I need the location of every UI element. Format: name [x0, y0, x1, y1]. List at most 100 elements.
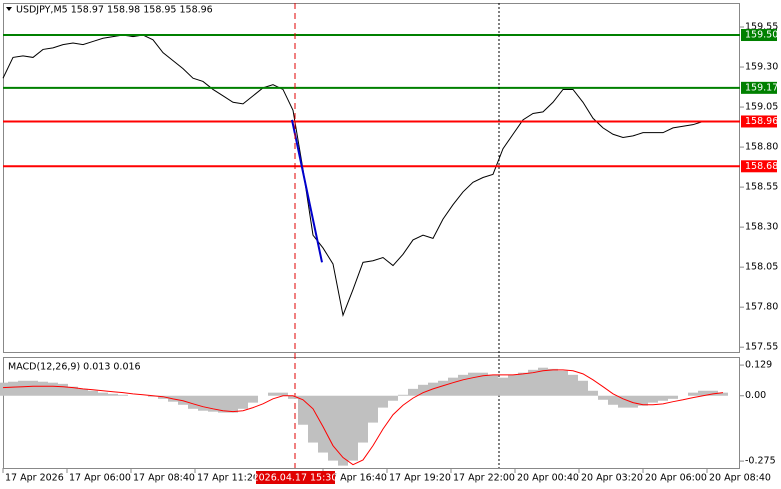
macd-bar — [158, 395, 168, 399]
y-tick-label: -0.275 — [745, 456, 776, 467]
macd-bar — [118, 394, 128, 396]
x-tick-label: 17 Apr 2026 — [5, 473, 64, 484]
y-tick-label: 158.80 — [745, 142, 778, 153]
y-tick-label: 157.80 — [745, 302, 778, 313]
macd-bar — [358, 395, 368, 443]
level-label-box — [741, 160, 777, 173]
macd-bar — [508, 374, 518, 396]
macd-bar — [588, 390, 598, 396]
macd-bar — [318, 395, 328, 453]
signal-line — [2, 369, 724, 466]
macd-bar — [598, 395, 608, 400]
level-label: 158.96 — [745, 116, 778, 127]
macd-bar — [88, 390, 98, 396]
macd-bar — [718, 392, 728, 396]
macd-bar — [538, 367, 548, 396]
y-tick-label: 159.05 — [745, 102, 778, 113]
macd-bar — [298, 395, 308, 425]
macd-bar — [78, 388, 88, 396]
macd-bar — [608, 395, 618, 405]
level-label-box — [741, 115, 777, 128]
x-tick-label: 17 Apr 08:40 — [133, 473, 195, 484]
macd-bar — [568, 374, 578, 396]
macd-bar — [108, 393, 118, 396]
x-tick-label: 20 Apr 03:20 — [581, 473, 643, 484]
macd-bar — [38, 381, 48, 396]
price-title: USDJPY,M5 158.97 158.98 158.95 158.96 — [16, 5, 213, 16]
macd-bar — [338, 395, 348, 466]
macd-bar — [228, 395, 238, 413]
macd-bar — [408, 388, 418, 396]
macd-bar — [638, 395, 648, 406]
y-tick-label: 158.05 — [745, 262, 778, 273]
macd-bar — [208, 395, 218, 412]
macd-bar — [468, 372, 478, 396]
macd-bar — [688, 392, 698, 396]
macd-bar — [198, 395, 208, 411]
macd-bar — [278, 392, 288, 396]
x-tick-label: 17 Apr 11:20 — [197, 473, 259, 484]
x-tick-label: 20 Apr 00:40 — [517, 473, 579, 484]
macd-bar — [658, 395, 668, 401]
macd-bar — [578, 380, 588, 396]
crosshair-label-box — [256, 471, 335, 484]
macd-bar — [628, 395, 638, 408]
y-tick-label: 159.55 — [745, 22, 778, 33]
macd-bar — [348, 395, 358, 461]
macd-bar — [498, 377, 508, 396]
macd-panel — [3, 357, 740, 469]
x-tick-label: 17 Apr 19:20 — [389, 473, 451, 484]
macd-bar — [418, 384, 428, 396]
macd-bar — [98, 392, 108, 396]
level-label-box — [741, 81, 777, 94]
macd-bar — [518, 372, 528, 396]
y-tick-label: 0.00 — [745, 390, 766, 401]
macd-bar — [48, 382, 58, 396]
macd-bar — [668, 395, 678, 399]
macd-bar — [548, 368, 558, 396]
macd-bar — [218, 395, 228, 413]
macd-bar — [558, 370, 568, 396]
macd-bar — [528, 369, 538, 396]
trend-line — [291, 119, 323, 263]
x-tick-label: 17 Apr 16:40 — [325, 473, 387, 484]
macd-bar — [58, 383, 68, 396]
macd-bar — [388, 395, 398, 401]
price-panel — [3, 3, 740, 353]
macd-bar — [708, 390, 718, 396]
crosshair-label: 2026.04.17 15:30 — [253, 473, 338, 484]
macd-bar — [268, 392, 278, 396]
macd-bar — [238, 395, 248, 409]
macd-bar — [18, 380, 28, 396]
macd-bar — [618, 395, 628, 408]
level-label: 159.50 — [745, 30, 778, 41]
macd-bar — [248, 395, 258, 403]
macd-bar — [378, 395, 388, 408]
x-tick-label: 17 Apr 06:00 — [69, 473, 131, 484]
macd-bar — [648, 395, 658, 403]
macd-bar — [28, 380, 38, 396]
level-label-box — [741, 29, 777, 42]
macd-bar — [288, 395, 298, 399]
x-tick-label: 17 Apr 22:00 — [453, 473, 515, 484]
y-tick-label: 158.55 — [745, 182, 778, 193]
y-tick-label: 157.55 — [745, 342, 778, 353]
macd-bar — [68, 386, 78, 396]
macd-bar — [398, 394, 408, 396]
macd-bar — [368, 395, 378, 423]
macd-bar — [458, 374, 468, 396]
y-tick-label: 158.30 — [745, 222, 778, 233]
macd-bar — [328, 395, 338, 461]
level-label: 158.68 — [745, 161, 778, 172]
macd-bar — [308, 395, 318, 443]
macd-bar — [8, 381, 18, 396]
level-label: 159.17 — [745, 82, 778, 93]
title-arrow — [6, 7, 12, 11]
macd-bar — [438, 380, 448, 396]
macd-bar — [478, 372, 488, 396]
macd-bar — [488, 374, 498, 396]
x-tick-label: 20 Apr 06:00 — [645, 473, 707, 484]
macd-bar — [448, 377, 458, 396]
